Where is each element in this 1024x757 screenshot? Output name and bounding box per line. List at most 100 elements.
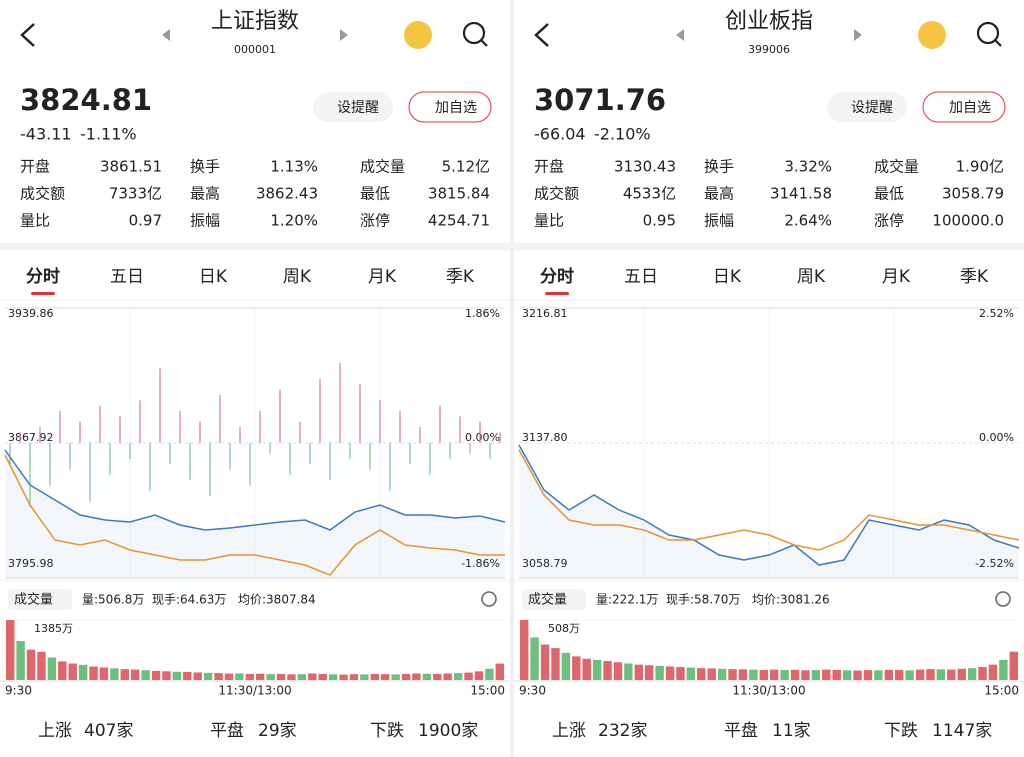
search-icon[interactable]	[976, 21, 1000, 45]
breadth-bar	[199, 421, 201, 443]
volume-bar	[863, 670, 873, 680]
volume-max: 508万	[548, 622, 580, 635]
breadth-bar	[89, 443, 91, 502]
breadth-value: 407家	[84, 721, 133, 741]
volume-bar	[464, 672, 473, 680]
tab[interactable]: 周K	[283, 267, 312, 287]
volume-max: 1385万	[34, 622, 73, 635]
search-icon[interactable]	[462, 21, 486, 45]
y-tick-label: 3939.86	[8, 307, 54, 320]
prev-arrow[interactable]	[676, 29, 684, 41]
volume-bar	[256, 673, 265, 680]
stat-label: 最低	[360, 185, 390, 203]
stat-value: 1.90亿	[956, 158, 1004, 176]
stat-label: 换手	[190, 158, 220, 176]
volume-bar	[360, 674, 369, 680]
back-button[interactable]	[20, 23, 35, 47]
volume-bar	[381, 674, 390, 680]
pct-label: -1.86%	[461, 557, 500, 570]
tab[interactable]: 分时	[26, 267, 60, 287]
tab[interactable]: 分时	[540, 267, 574, 287]
volume-bar	[540, 644, 550, 680]
mascot-icon[interactable]	[404, 21, 432, 49]
volume-bar	[443, 673, 452, 680]
breadth-bar	[149, 443, 151, 491]
settings-icon[interactable]	[481, 591, 497, 607]
watch-button[interactable]	[408, 91, 492, 123]
breadth-bar	[159, 368, 161, 443]
breadth-bar	[429, 443, 431, 475]
volume-bar	[624, 663, 633, 680]
breadth-bar	[229, 443, 231, 470]
volume-bar	[297, 674, 307, 680]
volume-pill[interactable]	[522, 589, 586, 610]
tab[interactable]: 月K	[882, 267, 911, 287]
watch-button[interactable]	[922, 91, 1006, 123]
tab[interactable]: 季K	[960, 267, 989, 287]
tab[interactable]: 周K	[797, 267, 826, 287]
breadth-bar	[409, 443, 411, 465]
volume-bar	[203, 672, 213, 680]
tab[interactable]: 五日	[110, 267, 144, 287]
volume-bar	[89, 666, 98, 680]
breadth-bar	[69, 443, 71, 470]
volume-bar	[874, 670, 883, 680]
volume-bar	[412, 673, 421, 680]
volume-bar	[999, 659, 1008, 680]
volume-bar	[120, 669, 129, 680]
stat-value: 3141.58	[770, 185, 832, 203]
volume-bar	[433, 673, 442, 680]
stat-label: 成交额	[534, 185, 579, 203]
volume-bar	[328, 674, 338, 680]
breadth-value: 1900家	[418, 721, 478, 741]
tab[interactable]: 日K	[199, 267, 228, 287]
volume-bar	[967, 668, 977, 680]
volume-info: 现手:58.70万	[666, 593, 740, 607]
section-gap	[514, 243, 1024, 250]
stat-label: 成交额	[20, 185, 65, 203]
volume-pill[interactable]	[8, 589, 72, 610]
tab[interactable]: 日K	[713, 267, 742, 287]
breadth-bar	[389, 443, 391, 491]
alert-button[interactable]	[313, 92, 393, 122]
price-line	[518, 444, 1020, 566]
stat-label: 最高	[704, 185, 734, 203]
alert-button[interactable]	[827, 92, 907, 122]
breadth-value: 1147家	[932, 721, 992, 741]
volume-bar	[634, 664, 643, 680]
volume-bar	[957, 668, 966, 680]
breadth-bar	[249, 443, 251, 486]
stat-value: 1.20%	[270, 212, 318, 230]
volume-bar	[592, 659, 602, 680]
mascot-icon[interactable]	[918, 21, 946, 49]
prev-arrow[interactable]	[162, 29, 170, 41]
stat-value: 4254.71	[428, 212, 490, 230]
breadth-bar	[309, 443, 311, 465]
pct-label: 0.00%	[465, 431, 500, 444]
next-arrow[interactable]	[340, 29, 348, 41]
stat-value: 5.12亿	[442, 158, 490, 176]
breadth-label: 平盘	[724, 721, 758, 741]
breadth-bar	[399, 411, 401, 443]
volume-label: 成交量	[528, 592, 567, 608]
price-line	[518, 449, 1020, 551]
tab[interactable]: 季K	[446, 267, 475, 287]
tab[interactable]: 月K	[368, 267, 397, 287]
y-tick-label: 3867.92	[8, 431, 54, 444]
breadth-bar	[79, 421, 81, 443]
volume-bar	[370, 673, 379, 680]
stat-label: 开盘	[20, 158, 50, 176]
settings-icon[interactable]	[995, 591, 1011, 607]
area	[5, 449, 505, 578]
breadth-bar	[279, 389, 281, 443]
breadth-bar	[289, 443, 291, 475]
back-button[interactable]	[534, 23, 549, 47]
breadth-bar	[479, 421, 481, 443]
volume-bar	[801, 670, 810, 680]
stat-value: 0.95	[643, 212, 676, 230]
volume-bar	[110, 668, 119, 680]
tab[interactable]: 五日	[624, 267, 658, 287]
next-arrow[interactable]	[854, 29, 862, 41]
breadth-bar	[379, 400, 381, 443]
breadth-bar	[449, 443, 451, 459]
